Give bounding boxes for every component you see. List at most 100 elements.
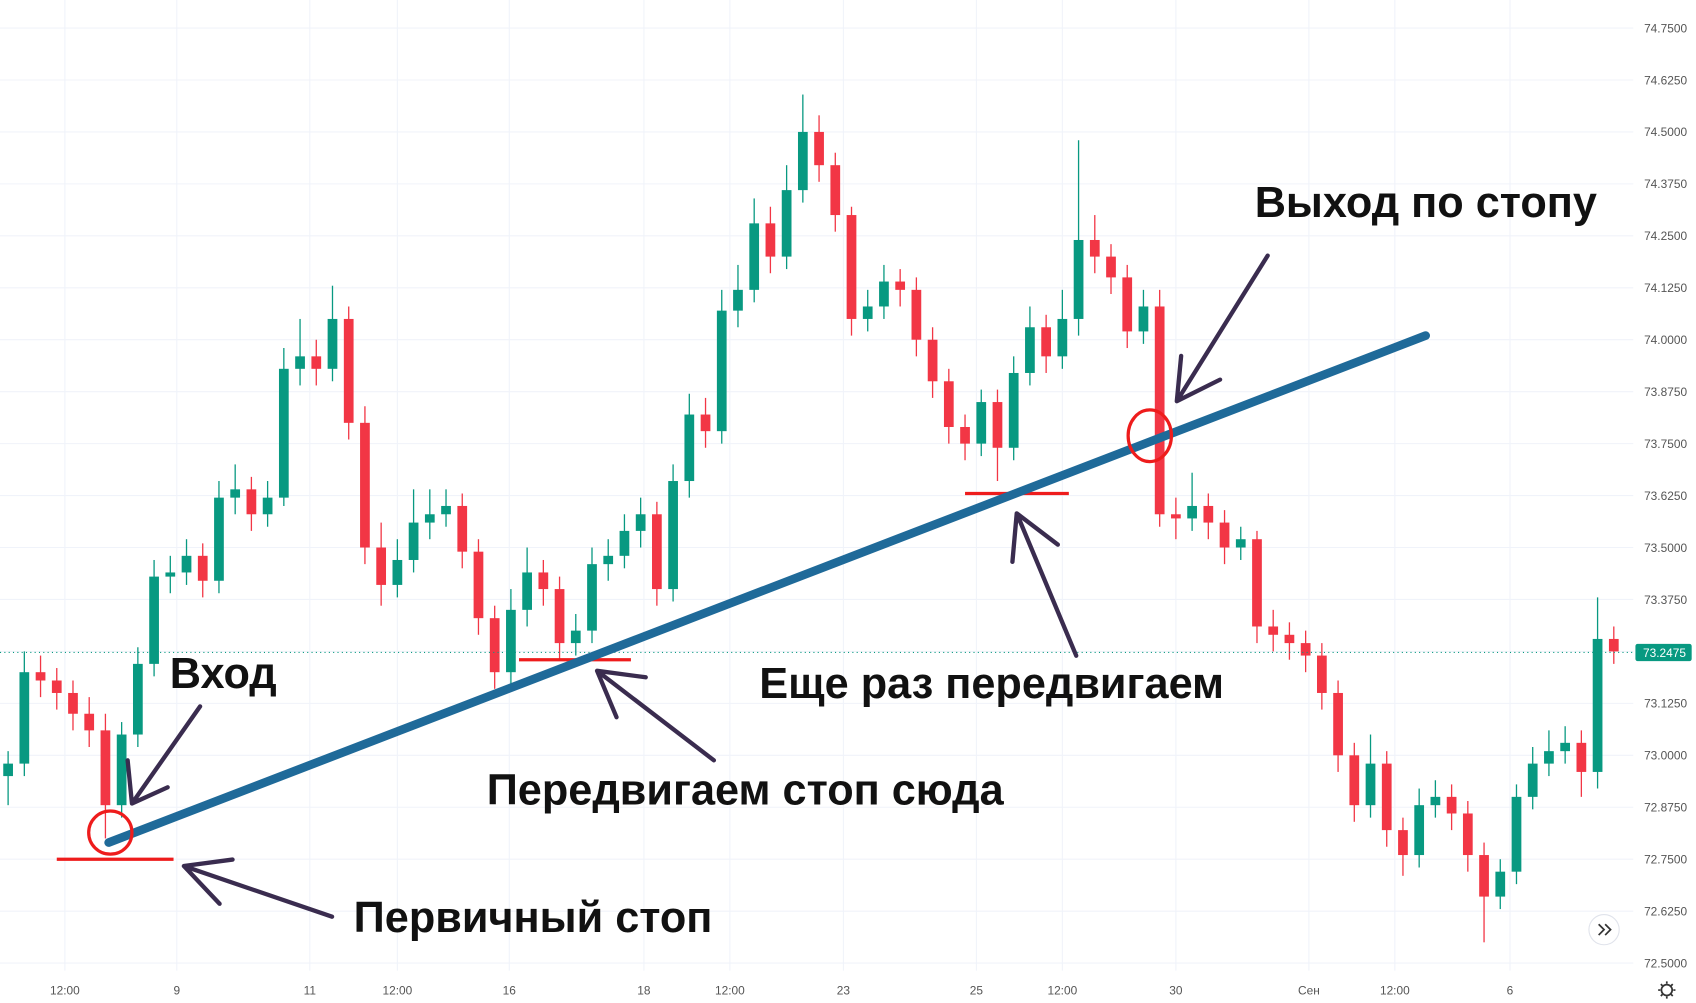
candle-body	[343, 318, 354, 423]
candle-body	[846, 215, 857, 319]
candle-body	[1527, 763, 1538, 797]
y-tick-label: 73.3750	[1644, 593, 1687, 607]
candle-body	[1316, 655, 1327, 693]
candle-body	[570, 630, 581, 644]
annotation: Выход по стопу	[1255, 179, 1597, 227]
annotation: Еще раз передвигаем	[759, 660, 1224, 708]
candle-body	[1171, 514, 1181, 519]
x-tick-label: 12:00	[382, 983, 412, 997]
candle-body	[132, 663, 143, 735]
y-tick-label: 73.5000	[1644, 541, 1687, 555]
candle-body	[1106, 256, 1116, 278]
candle-body	[84, 713, 95, 731]
candle-body	[749, 223, 760, 290]
x-tick-label: 6	[1507, 983, 1514, 997]
candle-body	[716, 310, 727, 432]
x-tick-label: 12:00	[715, 983, 745, 997]
y-tick-label: 74.2500	[1644, 229, 1687, 243]
candle-body	[1235, 539, 1246, 548]
candle-body	[733, 289, 743, 311]
candle-body	[781, 190, 792, 257]
candle-body	[976, 402, 987, 444]
candle-body	[165, 572, 176, 577]
candle-body	[1284, 634, 1295, 644]
candle-body	[100, 730, 111, 806]
candle-body	[1349, 755, 1360, 806]
candle-body	[1268, 626, 1279, 635]
candle-body	[489, 618, 500, 673]
candle-body	[311, 356, 322, 369]
y-tick-label: 74.1250	[1644, 281, 1687, 295]
candle-body	[1252, 539, 1262, 627]
y-tick-label: 74.3750	[1644, 177, 1687, 191]
candle-body	[1462, 813, 1473, 856]
y-tick-label: 73.8750	[1644, 385, 1687, 399]
gear-icon[interactable]	[1660, 983, 1674, 997]
candle-body	[1430, 796, 1441, 806]
arrows	[125, 253, 1270, 919]
y-tick-label: 73.0000	[1644, 749, 1687, 763]
candle-body	[1300, 643, 1311, 656]
candle-body	[360, 422, 370, 548]
candle-body	[1008, 372, 1019, 448]
candle-body	[230, 489, 241, 498]
arrow	[1174, 253, 1270, 404]
candle-body	[895, 281, 906, 290]
annotation: Вход	[170, 650, 277, 698]
settings-button[interactable]	[1658, 981, 1676, 999]
candle-body	[1414, 805, 1425, 856]
last-price-tag	[1635, 643, 1692, 662]
candle-body	[684, 414, 695, 482]
candle-body	[554, 589, 565, 644]
candle-body	[1576, 742, 1587, 772]
x-tick-label: 25	[970, 983, 984, 997]
candle-body	[522, 572, 532, 610]
candle-body	[441, 505, 451, 515]
candle-body	[1089, 239, 1100, 257]
candles	[3, 94, 1619, 943]
candle-body	[214, 497, 224, 581]
overlay: 73.2475	[0, 331, 1692, 861]
candle-body	[149, 576, 159, 664]
candle-body	[1479, 855, 1489, 897]
x-tick-label: Сен	[1298, 983, 1320, 997]
x-tick-label: 12:00	[50, 983, 80, 997]
candle-body	[992, 402, 1003, 448]
candle-body	[506, 609, 516, 673]
candle-body	[765, 223, 776, 257]
candle-body	[68, 692, 78, 714]
last-price-label: 73.2475	[1643, 646, 1686, 660]
annotation: Первичный стоп	[354, 894, 713, 942]
candle-body	[943, 381, 954, 427]
x-tick-label: 18	[637, 983, 651, 997]
candle-body	[19, 672, 30, 764]
candle-body	[1057, 318, 1068, 357]
candle-body	[960, 426, 970, 444]
candle-body	[327, 318, 338, 369]
candle-body	[3, 763, 13, 777]
candle-body	[1398, 830, 1408, 856]
candle-body	[587, 564, 597, 631]
y-tick-label: 74.6250	[1644, 73, 1687, 87]
candle-body	[619, 530, 630, 556]
y-tick-label: 72.8750	[1644, 801, 1687, 815]
candle-body	[1592, 638, 1603, 772]
candle-body	[1122, 277, 1133, 332]
candle-body	[879, 281, 889, 307]
candle-body	[424, 514, 435, 523]
candle-body	[1365, 763, 1376, 806]
candle-body	[538, 572, 549, 590]
candle-body	[116, 734, 127, 806]
x-tick-label: 30	[1169, 983, 1183, 997]
candle-body	[1544, 751, 1554, 764]
candle-body	[1073, 239, 1084, 319]
y-tick-label: 74.0000	[1644, 333, 1687, 347]
y-tick-label: 72.5000	[1644, 956, 1687, 970]
annotation: Передвигаем стоп сюда	[487, 767, 1005, 815]
candle-body	[1608, 638, 1619, 652]
x-tick-label: 23	[837, 983, 851, 997]
arrow	[181, 857, 335, 919]
scroll-button[interactable]	[1588, 914, 1620, 946]
candle-body	[814, 131, 824, 166]
